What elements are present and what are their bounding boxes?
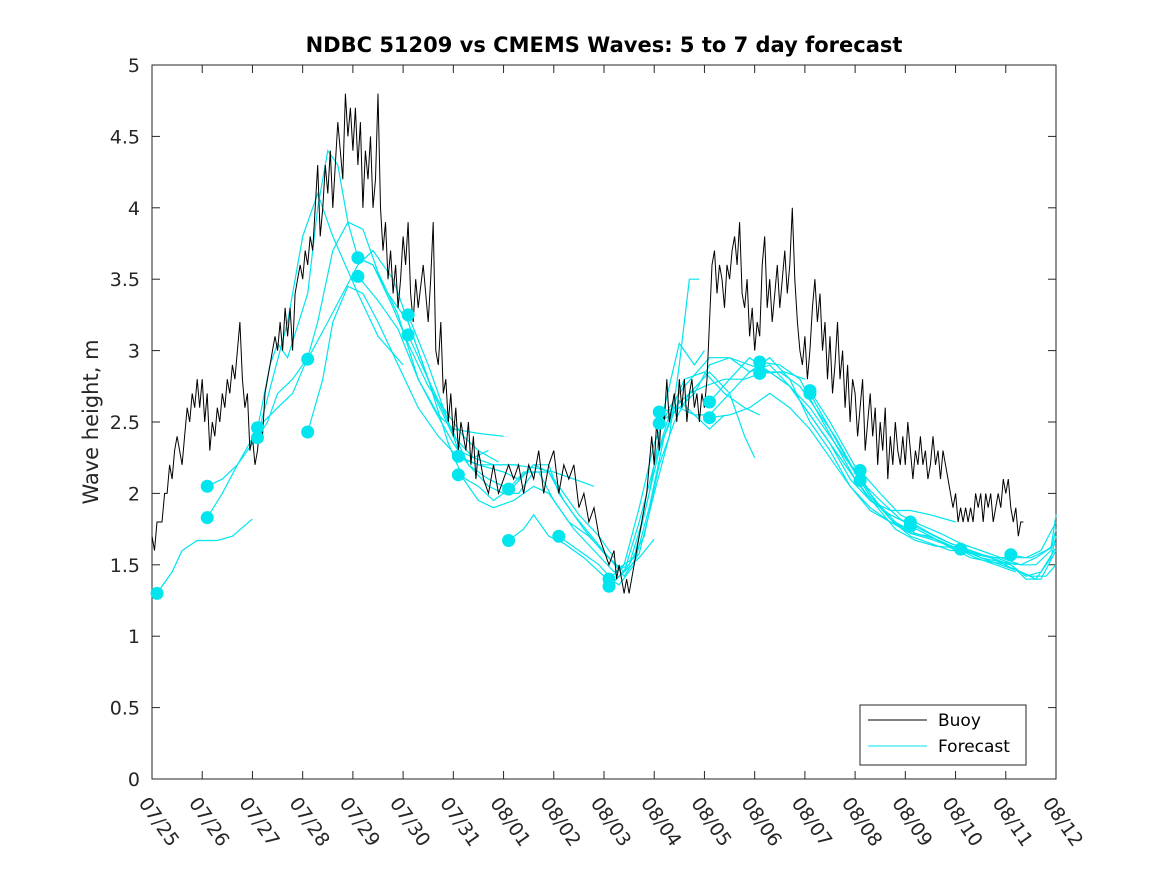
x-tick-label: 07/29 xyxy=(335,793,384,850)
x-tick-label: 07/28 xyxy=(285,793,334,850)
x-tick-label: 08/08 xyxy=(837,793,886,850)
forecast-marker xyxy=(903,519,917,533)
forecast-line xyxy=(458,342,705,569)
y-tick-label: 0 xyxy=(128,769,140,791)
x-tick-label: 08/01 xyxy=(485,793,534,850)
y-tick-label: 4 xyxy=(128,198,140,220)
forecast-line xyxy=(1010,521,1057,559)
forecast-line xyxy=(859,470,1057,566)
forecast-marker xyxy=(552,529,566,543)
forecast-marker xyxy=(250,431,264,445)
legend-forecast-label: Forecast xyxy=(938,737,1010,757)
forecast-marker xyxy=(301,352,315,366)
plot-area xyxy=(151,64,1057,780)
x-tick-label: 08/02 xyxy=(536,793,585,850)
forecast-marker xyxy=(451,449,465,463)
forecast-marker xyxy=(702,395,716,409)
y-axis-label: Wave height, m xyxy=(79,339,103,504)
forecast-marker xyxy=(502,534,516,548)
forecast-marker xyxy=(853,474,867,488)
forecast-line xyxy=(859,480,1057,580)
forecast-marker xyxy=(652,405,666,419)
forecast-line xyxy=(759,371,1016,566)
y-tick-label: 2 xyxy=(128,483,140,505)
buoy-line xyxy=(151,93,1024,594)
forecast-line xyxy=(256,221,504,439)
forecast-marker xyxy=(602,579,616,593)
legend-box xyxy=(859,704,1027,766)
forecast-line xyxy=(206,149,489,487)
x-tick-label: 07/31 xyxy=(435,793,484,850)
y-tick-label: 1.5 xyxy=(110,555,140,577)
series-layer xyxy=(150,93,1057,600)
forecast-marker xyxy=(451,468,465,482)
forecast-marker xyxy=(351,251,365,265)
legend: Buoy Forecast xyxy=(859,704,1027,766)
y-tick-label: 4.5 xyxy=(110,126,140,148)
forecast-line xyxy=(257,357,309,429)
forecast-marker xyxy=(200,479,214,493)
forecast-line xyxy=(508,399,725,586)
forecast-marker xyxy=(502,482,516,496)
y-tick-label: 0.5 xyxy=(110,698,140,720)
forecast-line xyxy=(910,521,1057,559)
forecast-marker xyxy=(150,586,164,600)
y-tick-label: 2.5 xyxy=(110,412,140,434)
x-tick-label: 08/11 xyxy=(988,793,1037,850)
x-tick-label: 08/09 xyxy=(887,793,936,850)
forecast-marker xyxy=(301,425,315,439)
y-tick-label: 1 xyxy=(128,626,140,648)
chart-title: NDBC 51209 vs CMEMS Waves: 5 to 7 day fo… xyxy=(306,33,903,57)
legend-buoy-label: Buoy xyxy=(938,711,981,731)
x-tick-label: 07/25 xyxy=(134,793,183,850)
forecast-line xyxy=(206,191,404,519)
x-tick-label: 07/27 xyxy=(234,793,283,850)
forecast-line xyxy=(960,514,1057,566)
x-tick-label: 08/07 xyxy=(787,793,836,850)
x-tick-label: 08/05 xyxy=(686,793,735,850)
forecast-marker xyxy=(803,386,817,400)
y-tick-label: 5 xyxy=(128,55,140,77)
forecast-line xyxy=(759,361,1016,573)
forecast-marker xyxy=(401,328,415,342)
forecast-line xyxy=(709,356,956,523)
x-tick-label: 08/10 xyxy=(937,793,986,850)
x-tick-label: 07/26 xyxy=(184,793,233,850)
x-tick-label: 08/03 xyxy=(586,793,635,850)
forecast-line xyxy=(156,518,253,594)
forecast-line xyxy=(709,392,971,552)
forecast-marker xyxy=(954,542,968,556)
forecast-marker xyxy=(1004,548,1018,562)
x-tick-label: 08/06 xyxy=(737,793,786,850)
y-axis: 0 0.5 1 1.5 2 2.5 3 3.5 4 4.5 5 xyxy=(110,55,1056,791)
y-tick-label: 3 xyxy=(128,341,140,363)
forecast-marker xyxy=(853,464,867,478)
forecast-marker xyxy=(702,411,716,425)
forecast-marker xyxy=(753,366,767,380)
forecast-line xyxy=(910,525,1057,577)
x-tick-label: 08/04 xyxy=(636,793,685,850)
forecast-line xyxy=(357,257,499,463)
forecast-marker xyxy=(200,511,214,525)
y-tick-label: 3.5 xyxy=(110,269,140,291)
forecast-marker xyxy=(250,421,264,435)
forecast-marker xyxy=(401,308,415,322)
forecast-line xyxy=(659,356,911,530)
forecast-marker xyxy=(652,416,666,430)
forecast-marker xyxy=(351,269,365,283)
x-tick-label: 07/30 xyxy=(385,793,434,850)
forecast-marker xyxy=(753,355,767,369)
forecast-line xyxy=(357,275,504,487)
x-tick-label: 08/12 xyxy=(1038,793,1087,850)
